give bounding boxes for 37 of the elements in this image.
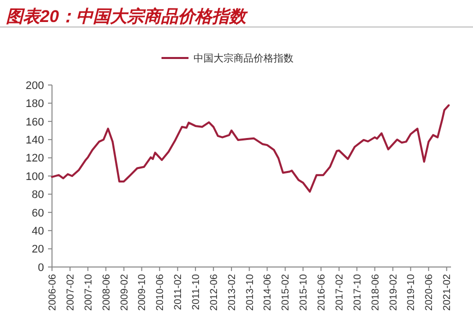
x-tick-label: 2015-10 <box>298 274 310 311</box>
x-tick-label: 2008-06 <box>101 274 112 311</box>
x-tick-label: 2012-06 <box>208 274 220 311</box>
x-tick-label: 2009-02 <box>119 274 130 311</box>
x-tick-label: 2011-02 <box>173 274 184 310</box>
y-tick-label: 200 <box>26 80 44 92</box>
x-tick-label: 2019-02 <box>388 274 400 311</box>
x-tick-label: 2011-10 <box>190 274 202 310</box>
x-tick-label: 2013-02 <box>226 274 238 311</box>
y-tick-label: 60 <box>32 207 44 220</box>
y-tick-label: 140 <box>26 134 44 146</box>
y-tick-label: 120 <box>26 152 44 165</box>
x-tick-label: 2007-10 <box>83 274 94 311</box>
x-tick-label: 2019-10 <box>406 274 418 311</box>
chart-title: 图表20：中国大宗商品价格指数 <box>6 7 248 26</box>
x-tick-label: 2014-06 <box>262 274 274 311</box>
line-series <box>51 104 450 193</box>
x-tick-label: 2021-02 <box>442 274 454 311</box>
legend-label: 中国大宗商品价格指数 <box>194 52 294 64</box>
x-tick-label: 2010-06 <box>155 274 166 311</box>
x-tick-label: 2006-06 <box>48 274 58 311</box>
y-tick-label: 180 <box>26 98 44 110</box>
x-tick-label: 2018-06 <box>370 274 382 311</box>
x-tick-label: 2009-10 <box>137 274 148 311</box>
y-tick-label: 160 <box>26 116 44 128</box>
x-tick-label: 2017-02 <box>334 274 346 311</box>
x-tick-label: 2017-10 <box>352 274 364 311</box>
y-tick-label: 80 <box>32 189 44 202</box>
x-tick-label: 2015-02 <box>280 274 292 311</box>
x-tick-label: 2020-06 <box>424 274 436 311</box>
y-tick-label: 0 <box>38 262 44 274</box>
x-tick-label: 2007-02 <box>66 274 77 311</box>
x-tick-label: 2013-10 <box>244 274 256 311</box>
y-tick-label: 100 <box>26 170 44 183</box>
y-tick-label: 40 <box>32 225 44 238</box>
y-tick-label: 20 <box>32 244 44 256</box>
x-tick-label: 2016-06 <box>316 274 328 311</box>
